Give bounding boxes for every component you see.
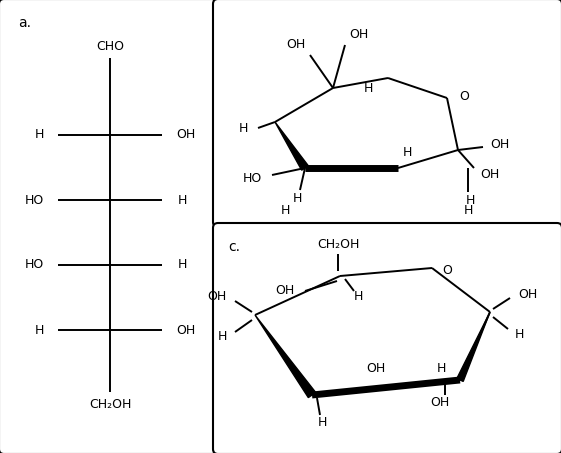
Text: OH: OH xyxy=(176,129,195,141)
Text: H: H xyxy=(318,416,327,429)
Text: HO: HO xyxy=(243,172,262,184)
FancyBboxPatch shape xyxy=(213,0,561,227)
Text: CH₂OH: CH₂OH xyxy=(89,399,131,411)
Text: OH: OH xyxy=(176,323,195,337)
Text: OH: OH xyxy=(349,29,368,42)
Text: H: H xyxy=(178,193,187,207)
Text: O: O xyxy=(442,264,452,276)
Text: H: H xyxy=(353,289,363,303)
Text: OH: OH xyxy=(366,362,385,376)
FancyBboxPatch shape xyxy=(0,0,217,453)
Text: H: H xyxy=(35,129,44,141)
Polygon shape xyxy=(255,315,316,398)
Text: H: H xyxy=(238,121,248,135)
Text: O: O xyxy=(459,90,469,102)
Text: H: H xyxy=(465,193,475,207)
Text: OH: OH xyxy=(480,168,499,180)
Text: HO: HO xyxy=(25,259,44,271)
Text: H: H xyxy=(515,328,525,341)
Text: H: H xyxy=(35,323,44,337)
Text: H: H xyxy=(218,331,227,343)
Text: H: H xyxy=(292,192,302,204)
Polygon shape xyxy=(275,122,309,170)
Text: HO: HO xyxy=(25,193,44,207)
Text: OH: OH xyxy=(430,395,449,409)
Text: H: H xyxy=(403,146,412,159)
FancyBboxPatch shape xyxy=(213,223,561,453)
Text: H: H xyxy=(364,82,373,95)
Text: OH: OH xyxy=(276,284,295,298)
Text: CH₂OH: CH₂OH xyxy=(317,237,359,251)
Text: H: H xyxy=(178,259,187,271)
Polygon shape xyxy=(457,312,490,381)
Text: OH: OH xyxy=(208,290,227,304)
Text: H: H xyxy=(436,362,445,376)
Text: H: H xyxy=(463,203,473,217)
Text: CHO: CHO xyxy=(96,39,124,53)
Text: c.: c. xyxy=(228,240,240,254)
Text: OH: OH xyxy=(287,39,306,52)
Text: OH: OH xyxy=(490,139,509,151)
Text: a.: a. xyxy=(18,16,31,30)
Text: H: H xyxy=(280,203,289,217)
Text: OH: OH xyxy=(518,288,537,300)
